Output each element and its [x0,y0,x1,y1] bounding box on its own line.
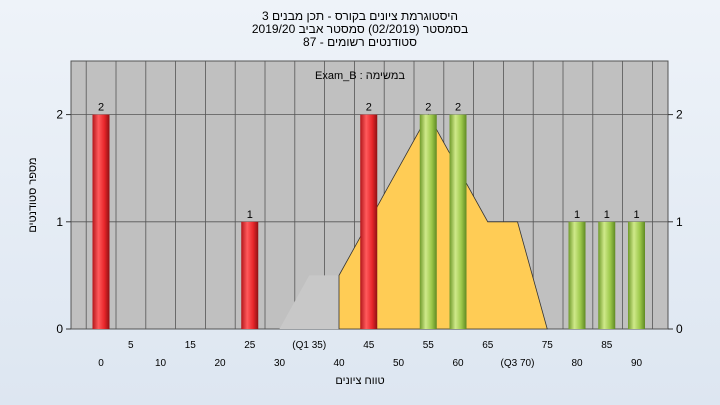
bar-series [92,114,645,329]
x-tick-label-lower: 0 [98,358,104,369]
area-series-0 [279,275,339,329]
bar-80 [568,221,586,329]
x-tick-label-upper: 75 [542,340,554,351]
bar-value-label-85: 1 [604,209,610,221]
y-tick-label-left: 1 [56,215,63,229]
bar-90 [628,221,645,329]
bar-25 [241,221,259,329]
bar-value-label-45: 2 [366,102,372,114]
x-axis-label: טווח ציונים [335,375,384,387]
y-tick-label-right: 0 [676,322,683,336]
y-axis-ticks: 0 0 1 1 2 2 [56,108,683,336]
x-tick-label-lower: 50 [393,358,405,369]
bar-value-labels: 2 1 2 2 2 1 1 1 [98,102,640,221]
y-tick-label-left: 0 [56,322,63,336]
x-tick-label-lower: 20 [214,358,226,369]
bar-55 [419,114,437,329]
x-tick-label-upper: 15 [185,340,197,351]
y-tick-label-left: 2 [56,108,63,122]
x-tick-label-upper: 25 [244,340,256,351]
chart-title-line-2: בסמסטר (02/2019) סמסטר אביב 2019/20 [251,22,469,36]
y-axis-label: מספר סטודנטים [27,157,39,232]
x-tick-label-upper: 65 [482,340,494,351]
y-tick-label-right: 1 [676,215,683,229]
x-tick-label-upper: 85 [601,340,613,351]
y-tick-label-right: 2 [676,108,683,122]
bar-45 [360,114,378,329]
bar-value-label-0: 2 [98,102,104,114]
area-series [279,113,548,330]
chart-title-line-1: היסטוגרמת ציונים בקורס - תכן מבנים 3 [262,9,458,23]
x-tick-label-lower: 60 [452,358,464,369]
area-series-1 [338,113,548,330]
x-tick-label-upper: 5 [128,340,134,351]
x-axis-ticks: 5 15 25 (Q1 35) 45 55 65 75 85 0 10 20 30 40 50 60 (Q3 7… [98,340,642,369]
bar-value-label-80: 1 [574,209,580,221]
bar-0 [92,114,110,329]
x-tick-label-lower: 40 [333,358,345,369]
x-tick-label-lower: 10 [155,358,167,369]
x-tick-label-upper: (Q1 35) [292,340,326,351]
x-tick-label-lower: (Q3 70) [501,358,535,369]
bar-value-label-60: 2 [455,102,461,114]
bar-value-label-90: 1 [633,209,639,221]
x-tick-label-lower: 30 [274,358,286,369]
x-tick-label-upper: 45 [363,340,375,351]
bar-60 [449,114,467,329]
chart-subtitle: במשימה : Exam_B [315,70,405,82]
bar-85 [598,221,616,329]
bar-value-label-25: 1 [247,209,253,221]
x-tick-label-upper: 55 [423,340,435,351]
chart-title-line-3: סטודנטים רשומים - 87 [303,35,417,49]
x-tick-label-lower: 80 [571,358,583,369]
bar-value-label-55: 2 [425,102,431,114]
x-tick-label-lower: 90 [631,358,643,369]
